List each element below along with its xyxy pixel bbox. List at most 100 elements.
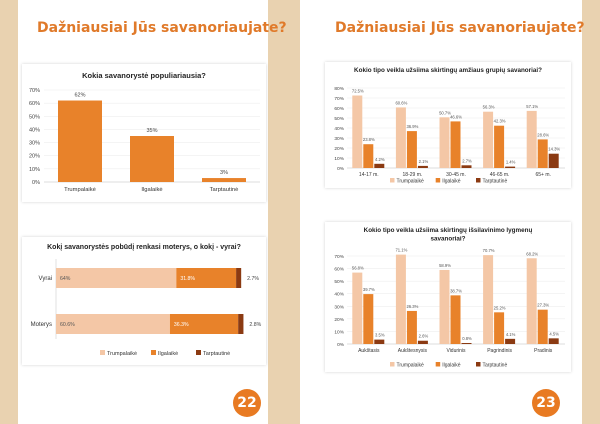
- legend-label: Trumpalaikė: [107, 351, 137, 357]
- y-tick-label: 0%: [337, 166, 345, 172]
- bar: [526, 258, 537, 344]
- bar: [374, 163, 385, 168]
- bar: [505, 166, 516, 168]
- bar: [505, 338, 516, 344]
- bar-value-label: 68.2%: [526, 251, 538, 256]
- bar: [494, 312, 505, 344]
- segment-value-label: 60.6%: [60, 322, 75, 328]
- chart-age: Kokio tipo veikla užsiima skirtingų amži…: [334, 67, 565, 185]
- bar-value-label: 35%: [146, 128, 157, 134]
- bar: [406, 131, 417, 168]
- chart-card-age: Kokio tipo veikla užsiima skirtingų amži…: [325, 62, 571, 188]
- legend-swatch: [100, 350, 105, 355]
- x-tick-label: Aukštesnysis: [398, 348, 428, 354]
- y-tick-label: 40%: [334, 126, 344, 132]
- y-tick-label: 50%: [29, 114, 40, 120]
- bar-value-label: 23.8%: [363, 137, 375, 142]
- bar: [439, 269, 450, 344]
- bar-value-label: 1.4%: [506, 160, 516, 165]
- bar-value-label: 28.6%: [537, 132, 549, 137]
- bar: [352, 272, 363, 344]
- bar-value-label: 3%: [220, 170, 228, 176]
- bar: [537, 139, 548, 168]
- y-tick-label: 30%: [334, 304, 344, 310]
- y-tick-label: 40%: [334, 292, 344, 298]
- y-tick-label: 10%: [334, 156, 344, 162]
- chart-gender: Kokį savanorystės pobūdį renkasi moterys…: [31, 244, 262, 357]
- y-tick-label: 40%: [29, 127, 40, 133]
- bar-value-label: 0.8%: [462, 336, 472, 341]
- bar: [450, 121, 461, 168]
- legend-label: Tarptautinė: [483, 179, 508, 185]
- legend-swatch: [435, 362, 441, 367]
- bar-value-label: 42.3%: [494, 119, 506, 124]
- bar: [483, 111, 494, 168]
- y-tick-label: 60%: [334, 106, 344, 112]
- bar-value-label: 46.6%: [450, 114, 462, 119]
- bar-value-label: 56.8%: [352, 266, 364, 271]
- segment-value-label: 2.7%: [247, 276, 259, 282]
- category-label: Vyrai: [39, 276, 52, 282]
- bar: [439, 117, 450, 168]
- y-tick-label: 20%: [334, 146, 344, 152]
- page-number-left: 22: [233, 389, 261, 417]
- bar-value-label: 50.7%: [439, 110, 451, 115]
- y-tick-label: 30%: [29, 141, 40, 147]
- bar-segment: [56, 268, 177, 288]
- bar-value-label: 27.3%: [537, 303, 549, 308]
- legend-swatch: [390, 362, 395, 367]
- legend-label: Tarptautinė: [203, 351, 230, 357]
- y-tick-label: 60%: [29, 101, 40, 107]
- bar-value-label: 38.7%: [450, 288, 462, 293]
- segment-value-label: 31.8%: [180, 276, 195, 282]
- bar-value-label: 2.1%: [419, 159, 429, 164]
- y-tick-label: 10%: [334, 329, 344, 335]
- bar: [548, 153, 559, 168]
- page-title-left: Dažniausiai Jūs savanoriaujate?: [37, 20, 287, 36]
- x-tick-label: 65+ m.: [535, 172, 550, 178]
- y-tick-label: 10%: [29, 167, 40, 173]
- left-stripe: [0, 0, 18, 424]
- segment-value-label: 36.3%: [174, 322, 189, 328]
- bar-value-label: 2.7%: [462, 158, 472, 163]
- y-tick-label: 80%: [334, 86, 344, 92]
- page-title-right: Dažniausiai Jūs savanoriaujate?: [335, 20, 585, 36]
- bar: [406, 310, 417, 344]
- chart-education: Kokio tipo veikla užsiima skirtingų išsi…: [334, 227, 565, 369]
- chart-title: Kokio tipo veikla užsiima skirtingų amži…: [354, 67, 542, 74]
- y-tick-label: 50%: [334, 279, 344, 285]
- bar: [130, 136, 174, 182]
- y-tick-label: 20%: [334, 317, 344, 323]
- bar-value-label: 2.6%: [419, 334, 429, 339]
- chart-card-popularity: Kokia savanorystė populiariausia? 0% 10% 20…: [22, 64, 266, 202]
- x-tick-label: Aukštasis: [358, 348, 380, 354]
- bar: [363, 144, 374, 168]
- bar: [395, 254, 406, 344]
- legend-label: Tarptautinė: [483, 363, 508, 369]
- bar: [483, 255, 494, 344]
- bar-value-label: 4.1%: [506, 332, 516, 337]
- legend-label: Ilgalaikė: [442, 179, 461, 185]
- y-tick-label: 70%: [334, 254, 344, 260]
- x-tick-label: Ilgalaikė: [141, 187, 162, 193]
- legend-label: Trumpalaikė: [397, 363, 425, 369]
- legend-label: Ilgalaikė: [158, 351, 178, 357]
- x-tick-label: 30-45 m.: [446, 172, 466, 178]
- bar-value-label: 72.5%: [352, 89, 364, 94]
- y-tick-label: 0%: [32, 180, 40, 186]
- bar-value-label: 3.5%: [375, 333, 385, 338]
- y-tick-label: 30%: [334, 136, 344, 142]
- bar-value-label: 57.1%: [526, 104, 538, 109]
- bar-value-label: 71.1%: [395, 248, 407, 253]
- bar-value-label: 36.9%: [406, 124, 418, 129]
- legend-label: Trumpalaikė: [397, 179, 425, 185]
- bar-value-label: 26.3%: [406, 304, 418, 309]
- bar-value-label: 39.7%: [363, 287, 375, 292]
- bar: [494, 125, 505, 168]
- bar: [202, 178, 246, 182]
- chart-card-gender: Kokį savanorystės pobūdį renkasi moterys…: [22, 237, 266, 365]
- bar-segment: [236, 268, 242, 288]
- legend-label: Ilgalaikė: [442, 363, 461, 369]
- legend-swatch: [435, 178, 441, 183]
- bar: [461, 342, 472, 344]
